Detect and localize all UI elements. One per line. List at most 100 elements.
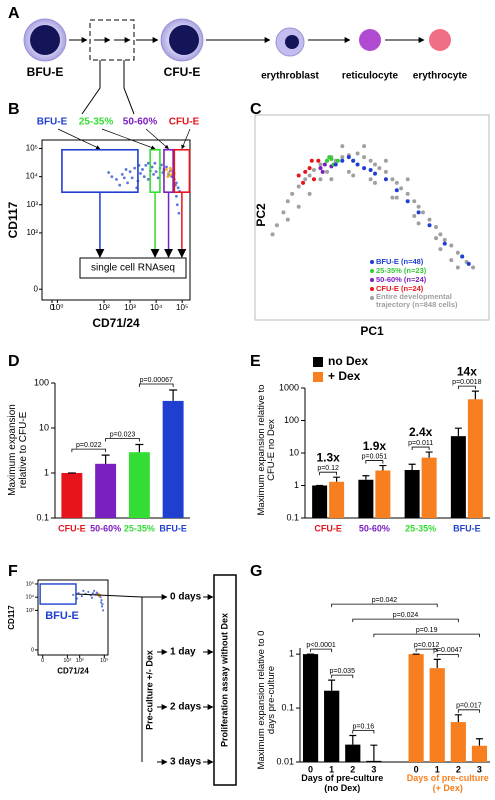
nucleus: [169, 25, 199, 55]
cell-point: [311, 177, 316, 182]
cell-point: [329, 177, 334, 182]
bar: [128, 452, 150, 518]
gate: [173, 148, 191, 193]
cell-point: [377, 166, 382, 171]
cell-event: [169, 168, 173, 172]
legend-dot: [370, 296, 374, 300]
cell-point: [394, 180, 399, 185]
legend-label: no Dex: [328, 354, 368, 368]
cell-point: [307, 166, 312, 171]
bar: [345, 744, 361, 762]
bar: [312, 485, 328, 518]
significance-bracket: [352, 618, 459, 623]
cell-event: [152, 172, 155, 176]
bar: [375, 470, 391, 518]
legend-label: BFU-E (n=48): [376, 257, 424, 266]
cell-point: [449, 243, 454, 248]
cell-event: [128, 170, 132, 174]
cell-point: [412, 199, 417, 204]
y-axis-label: CD117: [7, 605, 16, 630]
y-tick-label: 0: [34, 284, 39, 293]
cell-point: [340, 155, 345, 160]
connector: [81, 60, 101, 115]
x-tick-label: CFU-E: [314, 523, 342, 533]
x-tick-label: 50-60%: [359, 523, 390, 533]
error-bar: [349, 734, 357, 745]
significance-bracket: [436, 653, 459, 658]
panel-label: G: [250, 563, 262, 580]
x-tick-label: 0: [50, 303, 55, 312]
cell-point: [373, 162, 377, 167]
y-tick-label: 1000: [279, 382, 299, 392]
x-tick-label: 50-60%: [90, 523, 121, 533]
cell-point: [373, 171, 377, 176]
cell-point: [301, 180, 306, 185]
cell-event: [107, 171, 111, 174]
bar: [61, 473, 83, 518]
significance-bracket: [352, 730, 375, 734]
cell-point: [355, 162, 360, 167]
cell-label: erythrocyte: [413, 71, 468, 82]
bar: [450, 722, 466, 762]
panel-label: C: [250, 101, 262, 118]
bar: [429, 668, 445, 762]
bar: [366, 760, 382, 762]
significance-bracket: [457, 709, 480, 713]
cell-point: [416, 210, 421, 215]
cell-event: [133, 166, 137, 170]
cell-point: [296, 204, 301, 209]
cell-point: [362, 166, 367, 171]
p-value: p=0.022: [76, 442, 102, 449]
p-value: p=0.024: [393, 612, 419, 619]
x-tick-label: 3: [477, 764, 482, 774]
cell-point: [340, 158, 345, 163]
cell-point: [394, 195, 399, 200]
cell-event: [141, 168, 144, 171]
p-value: p<0.0001: [306, 642, 335, 649]
y-tick-label: 0.1: [36, 512, 49, 522]
cell-event: [124, 168, 128, 171]
cell-point: [340, 144, 345, 149]
gate-label: 50-60%: [123, 117, 158, 128]
error-bar: [454, 427, 462, 437]
group-label: Days of pre-culture (+ Dex): [406, 774, 489, 793]
group-label-box: Days of pre-culture (no Dex): [301, 774, 383, 793]
cell-point: [325, 169, 330, 174]
legend-label: Entire developmental trajectory (n=848 c…: [376, 293, 458, 310]
y-tick-label: 10: [39, 422, 49, 432]
y-tick-label: 100: [284, 415, 299, 425]
cell-event: [176, 186, 180, 190]
error-bar: [433, 658, 441, 669]
connector: [123, 60, 135, 115]
fold-change: 1.3x: [316, 450, 340, 464]
cell-event: [72, 593, 75, 596]
cell-point: [405, 177, 410, 182]
cell-point: [399, 186, 404, 191]
error-bar: [408, 463, 416, 470]
legend-dot: [370, 287, 374, 291]
p-value: p=0.16: [353, 723, 375, 730]
cell-point: [309, 158, 314, 163]
cell-point: [449, 258, 454, 263]
cell-point: [416, 204, 421, 209]
cell-event: [174, 194, 178, 198]
cell-event: [177, 211, 181, 215]
y-axis-label: CD117: [6, 201, 20, 238]
cell-event: [160, 163, 163, 167]
x-tick-label: 25-35%: [405, 523, 436, 533]
error-bar: [425, 451, 433, 458]
cell-label: erythroblast: [261, 71, 319, 82]
gate: [61, 148, 139, 193]
cell-point: [442, 237, 447, 242]
error-bar: [471, 390, 479, 400]
cell-point: [320, 169, 325, 174]
y-tick-label: 10⁴: [26, 172, 39, 181]
dashed-box: [89, 19, 135, 61]
significance-bracket: [373, 633, 480, 638]
cell-point: [412, 214, 417, 218]
y-tick-label: 1: [289, 649, 294, 659]
y-tick-label: 1: [44, 467, 49, 477]
p-value: p=0.12: [317, 465, 339, 472]
gate: [163, 148, 174, 193]
